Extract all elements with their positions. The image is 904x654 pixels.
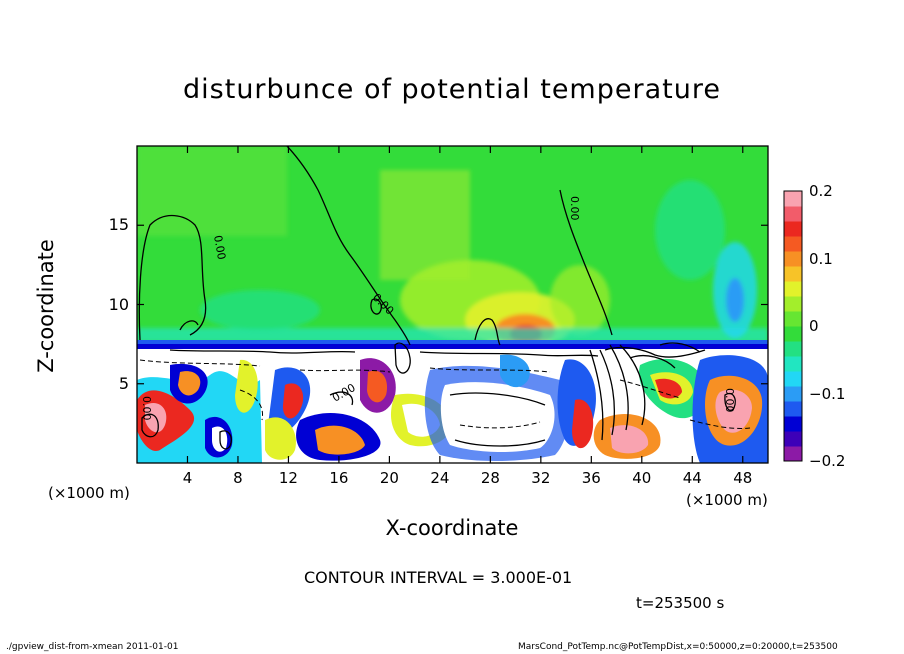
colorbar-tick-label: 0 [809, 317, 819, 335]
x-axis-label: X-coordinate [385, 516, 519, 540]
colorbar-segment [784, 236, 802, 252]
colorbar-segment [784, 311, 802, 327]
colorbar-tick-label: 0.2 [809, 182, 833, 200]
colorbar-segment [784, 356, 802, 372]
colorbar [783, 190, 803, 462]
x-tick-label: 8 [233, 469, 243, 487]
y-axis-label: Z-coordinate [34, 239, 58, 373]
negative-contour-lines [139, 359, 751, 429]
contour-label: 0.00 [723, 388, 736, 413]
contour-label: 0.00 [211, 234, 228, 260]
heatmap-field [137, 146, 768, 463]
x-tick-label: 24 [430, 469, 450, 487]
time-label: t=253500 s [636, 594, 725, 612]
x-tick-label: 20 [379, 469, 399, 487]
colorbar-tick-label: −0.1 [809, 384, 846, 403]
colorbar-tick-label: −0.2 [809, 452, 846, 470]
x-unit-label: (×1000 m) [686, 491, 768, 509]
colorbar-segment [784, 191, 802, 207]
colorbar-segment [784, 341, 802, 357]
y-tick-label: 15 [108, 215, 129, 235]
contour-lines [138, 146, 736, 450]
y-unit-label: (×1000 m) [48, 484, 130, 502]
contour-label: 0.00 [140, 396, 153, 421]
x-tick-label: 40 [632, 469, 652, 487]
colorbar-segment [784, 371, 802, 387]
footer-command: ./gpview_dist-from-xmean 2011-01-01 [6, 642, 179, 652]
colorbar-segment [784, 446, 802, 462]
colorbar-tick-label: 0.1 [809, 249, 833, 268]
x-tick-label: 44 [682, 469, 702, 487]
x-tick-label: 36 [581, 469, 601, 487]
x-tick-marks [186, 146, 744, 463]
colorbar-segment [784, 326, 802, 342]
x-tick-label: 12 [278, 469, 298, 487]
colorbar-segment [784, 431, 802, 447]
x-tick-label: 4 [182, 469, 193, 487]
y-tick-label: 10 [108, 294, 129, 314]
contour-label: 0.00 [568, 196, 581, 221]
contour-interval-label: CONTOUR INTERVAL = 3.000E-01 [304, 568, 573, 587]
colorbar-segment [784, 206, 802, 222]
colorbar-segment [784, 251, 802, 267]
y-tick-marks [137, 224, 768, 385]
colorbar-segment [784, 386, 802, 402]
y-tick-label: 5 [118, 373, 129, 393]
colorbar-segment [784, 221, 802, 237]
colorbar-segment [784, 296, 802, 312]
chart-title: disturbunce of potential temperature [183, 74, 721, 105]
x-tick-label: 48 [733, 469, 753, 487]
x-tick-label: 28 [480, 469, 500, 487]
colorbar-segment [784, 416, 802, 432]
colorbar-segment [784, 401, 802, 417]
x-tick-label: 32 [531, 469, 551, 487]
x-tick-label: 16 [329, 469, 349, 487]
footer-source: MarsCond_PotTemp.nc@PotTempDist,x=0:5000… [518, 642, 838, 652]
colorbar-segment [784, 266, 802, 282]
colorbar-frame [783, 190, 803, 462]
colorbar-segment [784, 281, 802, 297]
